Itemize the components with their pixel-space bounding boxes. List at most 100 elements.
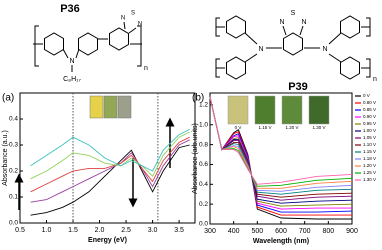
x-tick-label: 1.5 <box>68 227 78 234</box>
bracket <box>215 17 220 37</box>
atom-label: N <box>138 22 142 28</box>
atom-label: N <box>258 46 263 53</box>
x-tick-label: 3.5 <box>174 227 184 234</box>
legend-label: 1.18 V <box>363 156 376 161</box>
y-axis-title: Absorbance (a.u.) <box>2 130 9 186</box>
y-tick-label: 0.3 <box>9 142 18 149</box>
inset-label: 1.20 V <box>285 125 298 130</box>
legend-label: 1.10 V <box>363 142 376 147</box>
x-tick-label: 800 <box>322 228 334 235</box>
substituent: C₈H₁₇ <box>63 76 81 83</box>
legend-label: 0.85 V <box>363 107 376 112</box>
atom-label: N <box>69 58 74 65</box>
bond <box>282 25 287 36</box>
bond <box>244 32 258 45</box>
series-line <box>30 131 190 180</box>
series-line <box>209 96 353 189</box>
bracket <box>215 58 220 78</box>
legend-label: 1.30 V <box>363 177 376 182</box>
y-tick-label: 1.0 <box>199 121 208 128</box>
atom-label: N <box>121 16 125 22</box>
ring <box>109 27 129 51</box>
ring <box>283 32 303 56</box>
ring <box>78 32 98 56</box>
inset-label: 0 V <box>235 125 242 130</box>
series-line <box>30 136 190 193</box>
bond <box>328 32 342 45</box>
x-tick-label: 400 <box>228 228 240 235</box>
bracket <box>137 25 142 67</box>
atom-label: S <box>291 10 296 17</box>
legend-label: 1.15 V <box>363 149 376 154</box>
ring <box>226 15 246 39</box>
x-axis-title: Wavelength (nm) <box>253 238 309 245</box>
x-axis-title: Energy (eV) <box>88 237 127 244</box>
x-tick-label: 300 <box>204 228 216 235</box>
x-tick-label: 1.0 <box>42 227 52 234</box>
inset-vial <box>227 95 249 125</box>
bracket <box>34 25 39 67</box>
x-tick-label: 600 <box>275 228 287 235</box>
bond <box>244 53 258 63</box>
y-tick-label: 0.4 <box>9 116 18 123</box>
y-axis-title: Absorbance (arb.units) <box>192 123 199 194</box>
bond <box>123 21 126 30</box>
inset-vial <box>308 95 330 125</box>
x-tick-label: 3.0 <box>148 227 158 234</box>
inset-label: 1.30 V <box>312 125 325 130</box>
panel-label: (a) <box>2 93 14 104</box>
structure-label: P36 <box>60 3 80 15</box>
series-line <box>30 144 190 216</box>
legend-label: 1.00 V <box>363 128 376 133</box>
structure-label: P39 <box>288 81 308 93</box>
atom-label: S <box>131 11 135 17</box>
atom-label: N <box>279 19 284 26</box>
atom-label: N <box>322 46 327 53</box>
series-line <box>209 96 353 185</box>
ring <box>340 15 360 39</box>
inset-swatch <box>89 95 104 119</box>
legend-label: 1.25 V <box>363 170 376 175</box>
y-tick-label: 1.2 <box>199 102 208 109</box>
x-tick-label: 700 <box>299 228 311 235</box>
y-tick-label: 0.2 <box>199 201 208 208</box>
series-line <box>209 96 353 201</box>
y-tick-label: 0.1 <box>9 194 18 201</box>
plot: 0.5 1.0 1.5 2.0 2.5 3.0 3.5 0.0 0.1 0.2 0.3 0.4 Ener… <box>2 92 196 244</box>
bond <box>328 53 342 63</box>
repeat-unit: n <box>144 65 148 72</box>
inset-swatch <box>103 95 118 119</box>
arrows <box>14 117 175 210</box>
y-tick-label: 0.8 <box>199 141 208 148</box>
ring <box>340 56 360 80</box>
bond <box>299 25 304 36</box>
atom-label: N <box>301 19 306 26</box>
y-tick-label: 0.2 <box>9 168 18 175</box>
plot-frame <box>19 92 196 224</box>
x-tick-label: 0.5 <box>15 227 25 234</box>
legend-label: 1.20 V <box>363 163 376 168</box>
legend-label: 1.05 V <box>363 135 376 140</box>
bracket <box>366 58 371 78</box>
x-tick-label: 2.5 <box>121 227 131 234</box>
bracket <box>366 17 371 37</box>
x-tick-label: 2.0 <box>95 227 105 234</box>
bond <box>62 48 69 59</box>
ring <box>226 56 246 80</box>
legend-label: 0.90 V <box>363 114 376 119</box>
panel-label: (b) <box>192 93 204 104</box>
inset-swatch <box>117 95 132 119</box>
y-tick-label: 0.4 <box>199 181 208 188</box>
inset-label: 1.15 V <box>258 125 271 130</box>
bond <box>128 27 137 34</box>
ring <box>44 32 64 56</box>
plot: 300 400 500 600 700 800 900 0.0 0.2 0.4 0.6 0.8 1.0 1… <box>192 92 376 245</box>
x-tick-label: 500 <box>251 228 263 235</box>
x-tick-label: 900 <box>346 228 358 235</box>
y-tick-label: 0.0 <box>199 221 208 228</box>
repeat-unit: n <box>373 76 377 83</box>
bond <box>75 48 80 59</box>
inset-vial <box>281 95 303 125</box>
